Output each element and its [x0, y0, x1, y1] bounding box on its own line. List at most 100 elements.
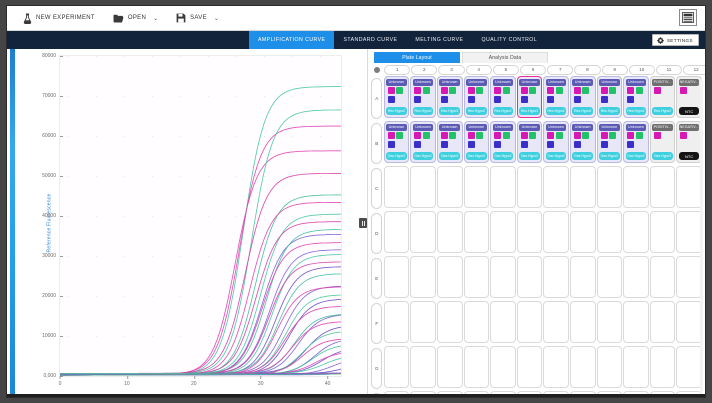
well-C1[interactable] [383, 166, 410, 208]
well-B3[interactable]: Unknown Oax.Hypo2 [436, 121, 463, 163]
well-G7[interactable] [543, 346, 569, 388]
well-F7[interactable] [543, 301, 569, 343]
well-F5[interactable] [490, 301, 516, 343]
well-B1[interactable]: Unknown Oax.Hypo2 [383, 121, 410, 163]
column-header-7[interactable]: 7 [547, 64, 574, 75]
row-header-D[interactable]: D [370, 211, 384, 256]
column-header-9[interactable]: 9 [601, 64, 628, 75]
well-E1[interactable] [383, 256, 410, 298]
well-A1[interactable]: Unknown Rec.Hypo2 [383, 76, 410, 118]
well-D11[interactable] [649, 211, 676, 253]
well-E11[interactable] [649, 256, 676, 298]
well-B12[interactable]: NEGATIV... NTC [676, 121, 702, 163]
well-F9[interactable] [596, 301, 623, 343]
well-B10[interactable]: Unknown Oax.Hypo2 [623, 121, 649, 163]
column-header-12[interactable]: 12 [683, 64, 705, 75]
well-D8[interactable] [569, 211, 596, 253]
well-A3[interactable]: Unknown Rec.Hypo2 [436, 76, 463, 118]
column-header-6[interactable]: 6 [519, 64, 547, 75]
well-B9[interactable]: Unknown Oax.Hypo2 [596, 121, 623, 163]
well-E2[interactable] [410, 256, 436, 298]
column-header-1[interactable]: 1 [384, 64, 411, 75]
row-header-B[interactable]: B [370, 121, 384, 166]
plate-scrollbar[interactable] [700, 79, 703, 395]
well-G9[interactable] [596, 346, 623, 388]
well-D10[interactable] [623, 211, 649, 253]
well-A4[interactable]: Unknown Rec.Hypo2 [463, 76, 490, 118]
well-G2[interactable] [410, 346, 436, 388]
well-G10[interactable] [623, 346, 649, 388]
well-D7[interactable] [543, 211, 569, 253]
column-header-5[interactable]: 5 [492, 64, 519, 75]
well-F4[interactable] [463, 301, 490, 343]
new-experiment-button[interactable]: NEW EXPERIMENT [23, 13, 95, 24]
well-A7[interactable]: Unknown Rec.Hypo2 [543, 76, 569, 118]
well-E6[interactable] [516, 256, 543, 298]
well-C6[interactable] [516, 166, 543, 208]
well-B2[interactable]: Unknown Oax.Hypo2 [410, 121, 436, 163]
well-G8[interactable] [569, 346, 596, 388]
well-E8[interactable] [569, 256, 596, 298]
well-D9[interactable] [596, 211, 623, 253]
well-D1[interactable] [383, 211, 410, 253]
panel-splitter[interactable] [359, 49, 367, 397]
well-B4[interactable]: Unknown Oax.Hypo2 [463, 121, 490, 163]
well-A5[interactable]: Unknown Rec.Hypo2 [490, 76, 516, 118]
well-C7[interactable] [543, 166, 569, 208]
open-chevron-down-icon[interactable]: ⌄ [153, 15, 159, 22]
well-G11[interactable] [649, 346, 676, 388]
well-G4[interactable] [463, 346, 490, 388]
well-D4[interactable] [463, 211, 490, 253]
tab-plate-layout[interactable]: Plate Layout [374, 52, 460, 63]
tab-melting-curve[interactable]: MELTING CURVE [406, 31, 472, 49]
well-B5[interactable]: Unknown Oax.Hypo2 [490, 121, 516, 163]
well-C3[interactable] [436, 166, 463, 208]
well-F2[interactable] [410, 301, 436, 343]
column-header-11[interactable]: 11 [655, 64, 683, 75]
well-D5[interactable] [490, 211, 516, 253]
settings-button[interactable]: SETTINGS [651, 34, 699, 46]
column-header-3[interactable]: 3 [438, 64, 465, 75]
well-A10[interactable]: Unknown Rec.Hypo2 [623, 76, 649, 118]
well-F8[interactable] [569, 301, 596, 343]
well-E12[interactable] [676, 256, 702, 298]
well-C11[interactable] [649, 166, 676, 208]
well-A2[interactable]: Unknown Rec.Hypo2 [410, 76, 436, 118]
row-header-A[interactable]: A [370, 76, 384, 121]
column-header-8[interactable]: 8 [574, 64, 601, 75]
well-B8[interactable]: Unknown Oax.Hypo2 [569, 121, 596, 163]
well-A12[interactable]: NEGATIV... NTC [676, 76, 702, 118]
column-header-4[interactable]: 4 [465, 64, 492, 75]
well-F12[interactable] [676, 301, 702, 343]
well-E5[interactable] [490, 256, 516, 298]
well-F1[interactable] [383, 301, 410, 343]
column-header-2[interactable]: 2 [411, 64, 438, 75]
well-G5[interactable] [490, 346, 516, 388]
well-F3[interactable] [436, 301, 463, 343]
well-F11[interactable] [649, 301, 676, 343]
well-A8[interactable]: Unknown Rec.Hypo2 [569, 76, 596, 118]
row-header-C[interactable]: C [370, 166, 384, 211]
select-all-wells-button[interactable] [370, 66, 384, 73]
well-B7[interactable]: Unknown Oax.Hypo2 [543, 121, 569, 163]
tab-quality-control[interactable]: QUALITY CONTROL [472, 31, 546, 49]
well-D2[interactable] [410, 211, 436, 253]
well-F6[interactable] [516, 301, 543, 343]
well-G12[interactable] [676, 346, 702, 388]
well-C8[interactable] [569, 166, 596, 208]
well-D12[interactable] [676, 211, 702, 253]
well-C2[interactable] [410, 166, 436, 208]
well-C4[interactable] [463, 166, 490, 208]
well-E10[interactable] [623, 256, 649, 298]
row-header-G[interactable]: G [370, 346, 384, 391]
save-button[interactable]: SAVE ⌄ [176, 13, 219, 23]
well-F10[interactable] [623, 301, 649, 343]
splitter-drag-handle[interactable] [359, 218, 367, 228]
well-E3[interactable] [436, 256, 463, 298]
well-A11[interactable]: POSITIV... Rec.Hypo2 [649, 76, 676, 118]
well-A9[interactable]: Unknown Rec.Hypo2 [596, 76, 623, 118]
well-E9[interactable] [596, 256, 623, 298]
well-G3[interactable] [436, 346, 463, 388]
well-C5[interactable] [490, 166, 516, 208]
well-E7[interactable] [543, 256, 569, 298]
